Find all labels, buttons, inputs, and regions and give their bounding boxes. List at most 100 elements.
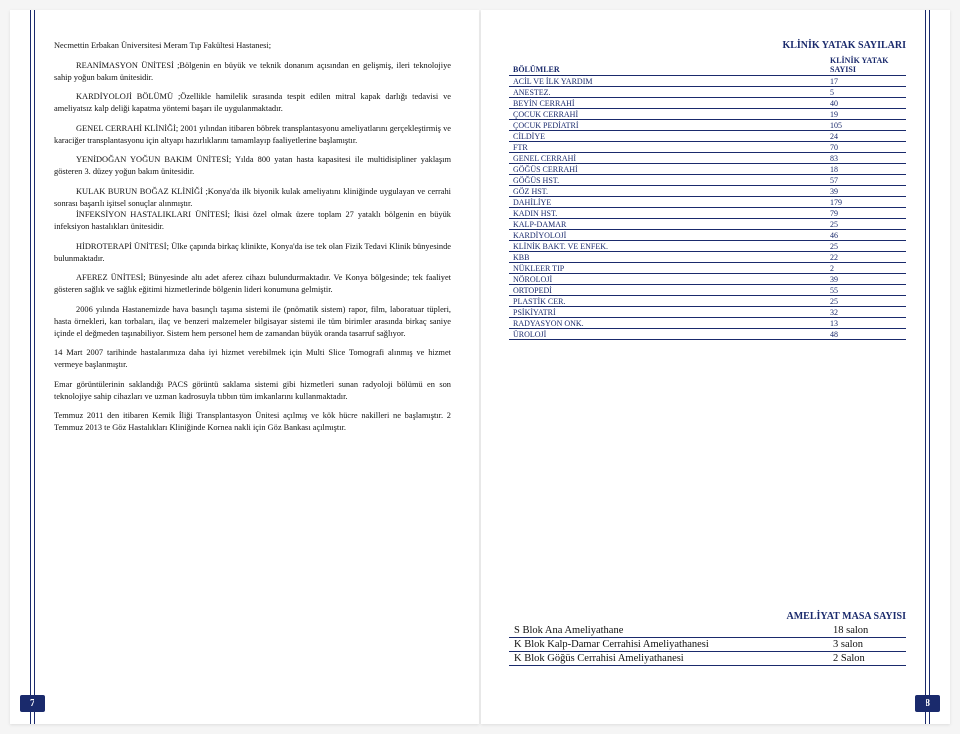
table-row: KADIN HST.79 <box>509 208 906 219</box>
or-count: 3 salon <box>828 638 906 652</box>
table-row: KARDİYOLOJİ46 <box>509 230 906 241</box>
table-row: ACİL VE İLK YARDIM17 <box>509 76 906 87</box>
table-row: S Blok Ana Ameliyathane18 salon <box>509 624 906 638</box>
table-row: KALP-DAMAR25 <box>509 219 906 230</box>
dept-count: 25 <box>826 241 906 252</box>
dept-name: KADIN HST. <box>509 208 826 219</box>
table-row: PSİKİYATRİ32 <box>509 307 906 318</box>
para-4: KULAK BURUN BOĞAZ KLİNİĞİ ;Konya'da ilk … <box>54 186 451 210</box>
hospital-title: Necmettin Erbakan Üniversitesi Meram Tıp… <box>54 40 451 52</box>
dept-name: GENEL CERRAHİ <box>509 153 826 164</box>
table-row: RADYASYON ONK.13 <box>509 318 906 329</box>
para-8: 2006 yılında Hastanemizde hava basınçlı … <box>54 304 451 339</box>
table-row: K Blok Göğüs Cerrahisi Ameliyathanesi2 S… <box>509 652 906 666</box>
table-row: GÖĞÜS CERRAHİ18 <box>509 164 906 175</box>
dept-name: KBB <box>509 252 826 263</box>
table-row: DAHİLİYE179 <box>509 197 906 208</box>
dept-count: 179 <box>826 197 906 208</box>
dept-name: KLİNİK BAKT. VE ENFEK. <box>509 241 826 252</box>
ameliyat-title: AMELİYAT MASA SAYISI <box>509 611 906 622</box>
dept-count: 22 <box>826 252 906 263</box>
or-count: 18 salon <box>828 624 906 638</box>
dept-name: PSİKİYATRİ <box>509 307 826 318</box>
table-row: ÇOCUK PEDİATRİ105 <box>509 120 906 131</box>
table-row: BEYİN CERRAHİ40 <box>509 98 906 109</box>
dept-name: ÇOCUK PEDİATRİ <box>509 120 826 131</box>
dept-name: GÖĞÜS HST. <box>509 175 826 186</box>
table-row: CİLDİYE24 <box>509 131 906 142</box>
dept-count: 25 <box>826 296 906 307</box>
dept-count: 19 <box>826 109 906 120</box>
para-10: Emar görüntülerinin saklandığı PACS görü… <box>54 379 451 403</box>
table-row: ÇOCUK CERRAHİ19 <box>509 109 906 120</box>
or-name: K Blok Göğüs Cerrahisi Ameliyathanesi <box>509 652 828 666</box>
para-2: GENEL CERRAHİ KLİNİĞİ; 2001 yılından iti… <box>54 123 451 147</box>
dept-count: 40 <box>826 98 906 109</box>
dept-count: 25 <box>826 219 906 230</box>
dept-count: 70 <box>826 142 906 153</box>
dept-count: 83 <box>826 153 906 164</box>
dept-count: 24 <box>826 131 906 142</box>
dept-count: 46 <box>826 230 906 241</box>
right-page: KLİNİK YATAK SAYILARI BÖLÜMLER KLİNİK YA… <box>481 10 950 724</box>
table-row: K Blok Kalp-Damar Cerrahisi Ameliyathane… <box>509 638 906 652</box>
dept-name: CİLDİYE <box>509 131 826 142</box>
page-spread: Necmettin Erbakan Üniversitesi Meram Tıp… <box>10 10 950 724</box>
yatak-col2: KLİNİK YATAK SAYISI <box>826 55 906 76</box>
dept-name: NÜKLEER TIP <box>509 263 826 274</box>
table-row: ANESTEZ.5 <box>509 87 906 98</box>
dept-count: 2 <box>826 263 906 274</box>
table-row: GÖZ HST.39 <box>509 186 906 197</box>
left-page: Necmettin Erbakan Üniversitesi Meram Tıp… <box>10 10 479 724</box>
para-6: HİDROTERAPİ ÜNİTESİ; Ülke çapında birkaç… <box>54 241 451 265</box>
dept-name: KARDİYOLOJİ <box>509 230 826 241</box>
dept-name: KALP-DAMAR <box>509 219 826 230</box>
dept-count: 17 <box>826 76 906 87</box>
table-row: NÜKLEER TIP2 <box>509 263 906 274</box>
ameliyat-table: S Blok Ana Ameliyathane18 salonK Blok Ka… <box>509 624 906 666</box>
para-0: REANİMASYON ÜNİTESİ ;Bölgenin en büyük v… <box>54 60 451 84</box>
dept-count: 32 <box>826 307 906 318</box>
dept-count: 57 <box>826 175 906 186</box>
dept-name: ACİL VE İLK YARDIM <box>509 76 826 87</box>
dept-name: ORTOPEDİ <box>509 285 826 296</box>
dept-name: RADYASYON ONK. <box>509 318 826 329</box>
dept-name: NÖROLOJİ <box>509 274 826 285</box>
dept-count: 5 <box>826 87 906 98</box>
table-row: FTR70 <box>509 142 906 153</box>
para-11: Temmuz 2011 den itibaren Kemik İliği Tra… <box>54 410 451 434</box>
para-9: 14 Mart 2007 tarihinde hastalarımıza dah… <box>54 347 451 371</box>
table-row: KBB22 <box>509 252 906 263</box>
dept-name: GÖĞÜS CERRAHİ <box>509 164 826 175</box>
dept-name: BEYİN CERRAHİ <box>509 98 826 109</box>
dept-name: ÇOCUK CERRAHİ <box>509 109 826 120</box>
right-page-number: 8 <box>915 695 940 712</box>
dept-name: FTR <box>509 142 826 153</box>
table-row: PLASTİK CER.25 <box>509 296 906 307</box>
table-row: GENEL CERRAHİ83 <box>509 153 906 164</box>
yatak-table: BÖLÜMLER KLİNİK YATAK SAYISI ACİL VE İLK… <box>509 55 906 340</box>
dept-count: 13 <box>826 318 906 329</box>
dept-count: 55 <box>826 285 906 296</box>
dept-count: 39 <box>826 186 906 197</box>
dept-name: GÖZ HST. <box>509 186 826 197</box>
dept-name: ÜROLOJİ <box>509 329 826 340</box>
table-row: GÖĞÜS HST.57 <box>509 175 906 186</box>
dept-count: 105 <box>826 120 906 131</box>
table-row: ORTOPEDİ55 <box>509 285 906 296</box>
dept-count: 79 <box>826 208 906 219</box>
dept-count: 18 <box>826 164 906 175</box>
table-row: NÖROLOJİ39 <box>509 274 906 285</box>
or-count: 2 Salon <box>828 652 906 666</box>
yatak-title: KLİNİK YATAK SAYILARI <box>509 40 906 51</box>
dept-name: ANESTEZ. <box>509 87 826 98</box>
dept-name: PLASTİK CER. <box>509 296 826 307</box>
left-page-number: 7 <box>20 695 45 712</box>
dept-count: 48 <box>826 329 906 340</box>
or-name: S Blok Ana Ameliyathane <box>509 624 828 638</box>
dept-count: 39 <box>826 274 906 285</box>
para-1: KARDİYOLOJİ BÖLÜMÜ ;Özellikle hamilelik … <box>54 91 451 115</box>
table-row: KLİNİK BAKT. VE ENFEK.25 <box>509 241 906 252</box>
table-row: ÜROLOJİ48 <box>509 329 906 340</box>
dept-name: DAHİLİYE <box>509 197 826 208</box>
